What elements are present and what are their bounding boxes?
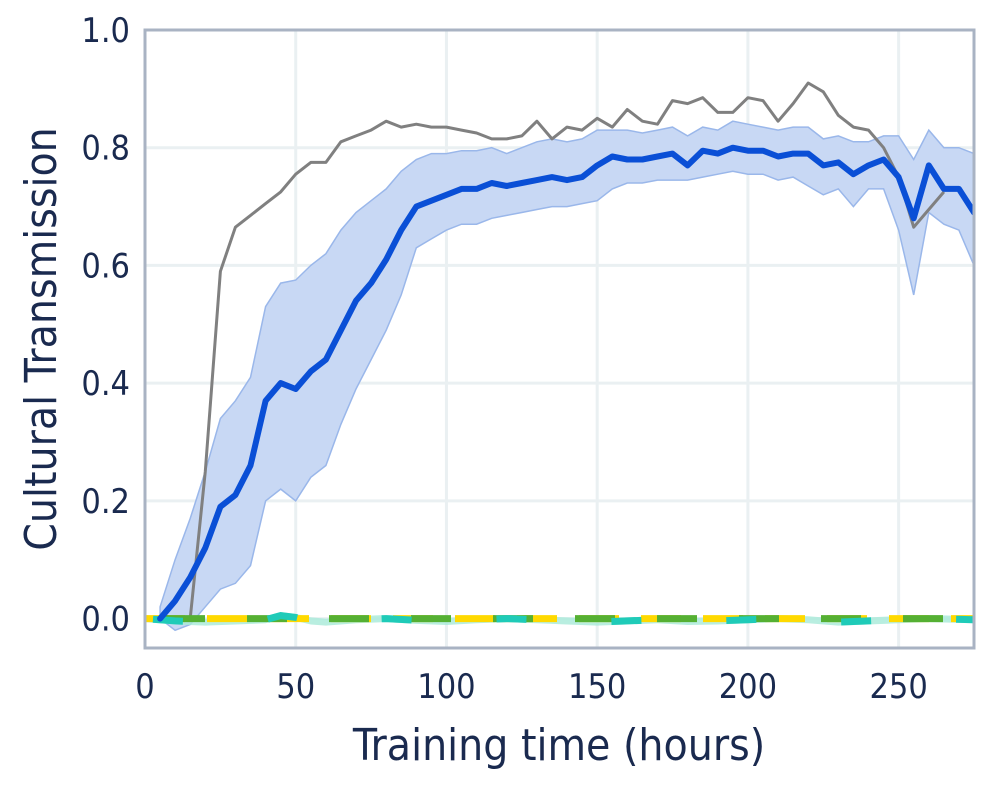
max-series-line [188, 81, 946, 619]
confidence-band [159, 120, 974, 632]
y-tick-label: 0.8 [81, 129, 130, 169]
x-tick-label: 0 [135, 667, 154, 707]
x-tick-label: 100 [417, 667, 475, 707]
plot-frame [143, 28, 976, 650]
x-tick-label: 50 [276, 667, 315, 707]
x-axis-label: Training time (hours) [352, 720, 765, 771]
x-tick-label: 200 [719, 667, 777, 707]
y-tick-label: 1.0 [81, 11, 130, 51]
y-tick-label: 0.4 [81, 364, 130, 404]
y-tick-label: 0.0 [81, 600, 130, 640]
x-tick-label: 250 [869, 667, 927, 707]
y-tick-label: 0.2 [81, 482, 130, 522]
y-tick-label: 0.6 [81, 246, 130, 286]
mean-series-line [157, 144, 974, 622]
teal-dashed-series-line [145, 612, 974, 626]
tick-labels: 0 50 100 150 200 250 0.0 0.2 0.4 0.6 0.8 1.0 [81, 11, 927, 707]
y-axis-label: Cultural Transmission [16, 127, 67, 551]
series-layer [145, 81, 974, 632]
x-tick-label: 150 [568, 667, 626, 707]
